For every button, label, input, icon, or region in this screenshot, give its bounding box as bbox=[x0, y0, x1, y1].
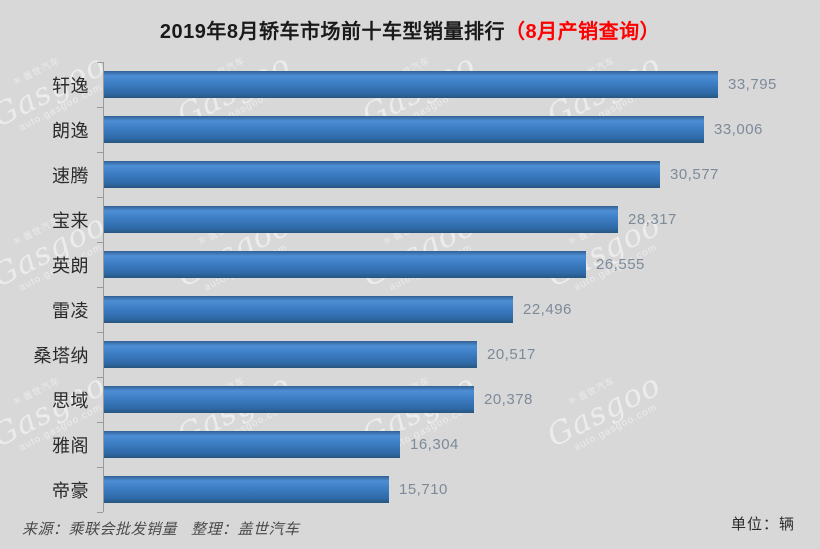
category-label: 帝豪 bbox=[52, 480, 89, 501]
bar-row: 28,317 bbox=[104, 197, 820, 242]
y-axis-ticks bbox=[97, 62, 103, 513]
axis-tick bbox=[97, 197, 103, 198]
category-label: 英朗 bbox=[52, 255, 89, 276]
category-label: 思域 bbox=[52, 390, 89, 411]
value-label: 20,378 bbox=[484, 391, 533, 408]
bar-row: 15,710 bbox=[104, 467, 820, 512]
axis-tick bbox=[97, 467, 103, 468]
source-note: 来源：乘联会批发销量 整理：盖世汽车 bbox=[22, 518, 300, 539]
axis-tick bbox=[97, 332, 103, 333]
bar bbox=[104, 341, 477, 368]
chart-title-highlight: （8月产销查询） bbox=[505, 21, 661, 43]
category-label: 桑塔纳 bbox=[33, 345, 89, 366]
bar bbox=[104, 296, 513, 323]
chart-title-main: 2019年8月轿车市场前十车型销量排行 bbox=[159, 21, 505, 43]
bar-row: 33,006 bbox=[104, 107, 820, 152]
bar-row: 20,517 bbox=[104, 332, 820, 377]
category-label: 雅阁 bbox=[52, 435, 89, 456]
bar bbox=[104, 161, 660, 188]
chart-title: 2019年8月轿车市场前十车型销量排行（8月产销查询） bbox=[0, 15, 820, 44]
bar-row: 20,378 bbox=[104, 377, 820, 422]
axis-tick bbox=[97, 107, 103, 108]
editor-label: 整理：盖世汽车 bbox=[191, 521, 300, 538]
value-label: 20,517 bbox=[487, 346, 536, 363]
category-label: 速腾 bbox=[52, 165, 89, 186]
axis-tick bbox=[97, 512, 103, 513]
bar bbox=[104, 71, 718, 98]
bar-row: 26,555 bbox=[104, 242, 820, 287]
value-label: 33,795 bbox=[728, 76, 777, 93]
category-label: 轩逸 bbox=[52, 75, 89, 96]
bar bbox=[104, 386, 474, 413]
axis-tick bbox=[97, 242, 103, 243]
bar bbox=[104, 431, 400, 458]
value-label: 16,304 bbox=[410, 436, 459, 453]
bar-row: 22,496 bbox=[104, 287, 820, 332]
value-label: 33,006 bbox=[714, 121, 763, 138]
axis-tick bbox=[97, 152, 103, 153]
plot-area: 33,795 33,006 30,577 28,317 26,555 22,496 20,5… bbox=[104, 62, 820, 512]
axis-tick bbox=[97, 377, 103, 378]
bar-row: 30,577 bbox=[104, 152, 820, 197]
axis-tick bbox=[97, 62, 103, 63]
axis-tick bbox=[97, 422, 103, 423]
category-axis-labels: 轩逸朗逸速腾宝来英朗雷凌桑塔纳思域雅阁帝豪 bbox=[0, 62, 89, 512]
category-label: 宝来 bbox=[52, 210, 89, 231]
value-label: 22,496 bbox=[523, 301, 572, 318]
bar bbox=[104, 476, 389, 503]
unit-label: 单位：辆 bbox=[730, 516, 795, 533]
bar-row: 16,304 bbox=[104, 422, 820, 467]
bar bbox=[104, 116, 704, 143]
value-label: 15,710 bbox=[399, 481, 448, 498]
value-label: 28,317 bbox=[628, 211, 677, 228]
value-label: 26,555 bbox=[596, 256, 645, 273]
y-axis-line bbox=[103, 62, 104, 512]
category-label: 朗逸 bbox=[52, 120, 89, 141]
axis-tick bbox=[97, 287, 103, 288]
bar bbox=[104, 251, 586, 278]
source-label: 来源：乘联会批发销量 bbox=[22, 521, 178, 538]
bar-row: 33,795 bbox=[104, 62, 820, 107]
category-label: 雷凌 bbox=[52, 300, 89, 321]
bar bbox=[104, 206, 618, 233]
value-label: 30,577 bbox=[670, 166, 719, 183]
